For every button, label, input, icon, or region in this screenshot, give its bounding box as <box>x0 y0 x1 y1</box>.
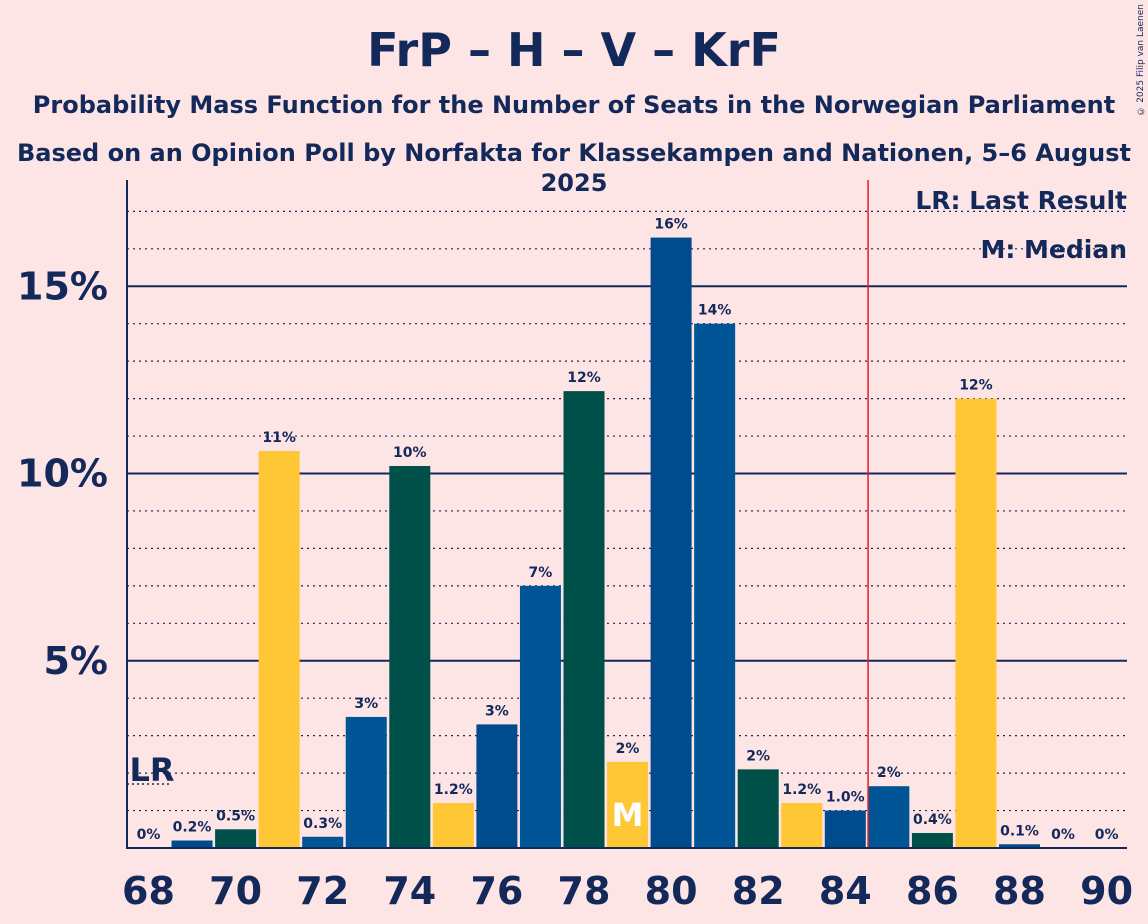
bar <box>868 786 910 848</box>
last-result-marker: LR <box>130 751 175 789</box>
bar-value-label: 0% <box>137 827 161 843</box>
bar-value-label: 0.5% <box>216 808 255 824</box>
bar-value-label: 0% <box>1051 827 1075 843</box>
bar-value-label: 0% <box>1095 827 1119 843</box>
bar-value-label: 14% <box>698 303 732 319</box>
y-tick-label: 10% <box>17 452 108 496</box>
bar <box>955 398 997 848</box>
bar <box>911 833 953 848</box>
x-tick-label: 74 <box>383 869 436 913</box>
bar-value-label: 12% <box>567 370 601 386</box>
y-tick-label: 15% <box>17 264 108 308</box>
bar-value-label: 16% <box>654 217 688 233</box>
bar <box>607 761 649 848</box>
x-tick-label: 70 <box>209 869 262 913</box>
x-tick-label: 84 <box>819 869 872 913</box>
chart-title: FrP – H – V – KrF <box>367 23 781 77</box>
bar-value-label: 3% <box>485 703 509 719</box>
axes: 5% 10% 15% LR 68 70 72 74 76 78 80 82 84 86 88 90 <box>17 180 1133 913</box>
x-tick-label: 78 <box>558 869 611 913</box>
x-tick-label: 90 <box>1080 869 1133 913</box>
x-tick-label: 68 <box>122 869 175 913</box>
bar-value-label: 0.3% <box>303 816 342 832</box>
bar-value-label: 11% <box>262 430 296 446</box>
x-tick-label: 72 <box>296 869 349 913</box>
bar-value-label: 1.2% <box>434 782 473 798</box>
chart-source-line: Based on an Opinion Poll by Norfakta for… <box>17 139 1131 197</box>
bar <box>215 829 257 848</box>
x-tick-label: 80 <box>645 869 698 913</box>
bar <box>563 391 605 848</box>
bar-value-label: 7% <box>529 565 553 581</box>
bar-value-label: 2% <box>877 765 901 781</box>
bar <box>258 451 300 848</box>
bar <box>999 844 1040 848</box>
legend: LR: Last Result M: Median <box>915 186 1127 264</box>
bar <box>389 466 431 848</box>
bar-value-label: 2% <box>746 748 770 764</box>
x-tick-label: 86 <box>906 869 959 913</box>
bars: 0% 0.2%0.5% 11% 0.3% 3% 10% 1.2% 3% 7% 12% 2% 16% 14… <box>137 217 1119 848</box>
chart-subtitle: Probability Mass Function for the Number… <box>32 91 1116 119</box>
x-tick-label: 82 <box>732 869 785 913</box>
bar <box>171 840 213 848</box>
x-tick-label: 88 <box>993 869 1046 913</box>
bar-value-label: 1.2% <box>782 782 821 798</box>
y-tick-label: 5% <box>43 639 108 683</box>
x-tick-label: 76 <box>470 869 523 913</box>
bar-value-label: 2% <box>616 741 640 757</box>
bar <box>345 716 387 848</box>
median-marker: M <box>612 796 644 834</box>
bar-value-label: 0.1% <box>1000 823 1039 839</box>
bar <box>650 237 692 848</box>
legend-last-result: LR: Last Result <box>915 186 1127 215</box>
bar <box>781 803 823 848</box>
bar-value-label: 0.2% <box>173 820 212 836</box>
legend-median: M: Median <box>980 235 1127 264</box>
bar-value-label: 10% <box>393 445 427 461</box>
bar <box>432 803 474 848</box>
bar-value-label: 12% <box>959 378 993 394</box>
bar <box>302 836 344 848</box>
bar-value-label: 0.4% <box>913 812 952 828</box>
bar <box>519 585 561 848</box>
bar <box>824 810 866 848</box>
bar-value-label: 1.0% <box>826 790 865 806</box>
bar <box>694 323 736 848</box>
bar <box>737 769 779 848</box>
bar-value-label: 3% <box>354 696 378 712</box>
bar <box>476 724 518 848</box>
